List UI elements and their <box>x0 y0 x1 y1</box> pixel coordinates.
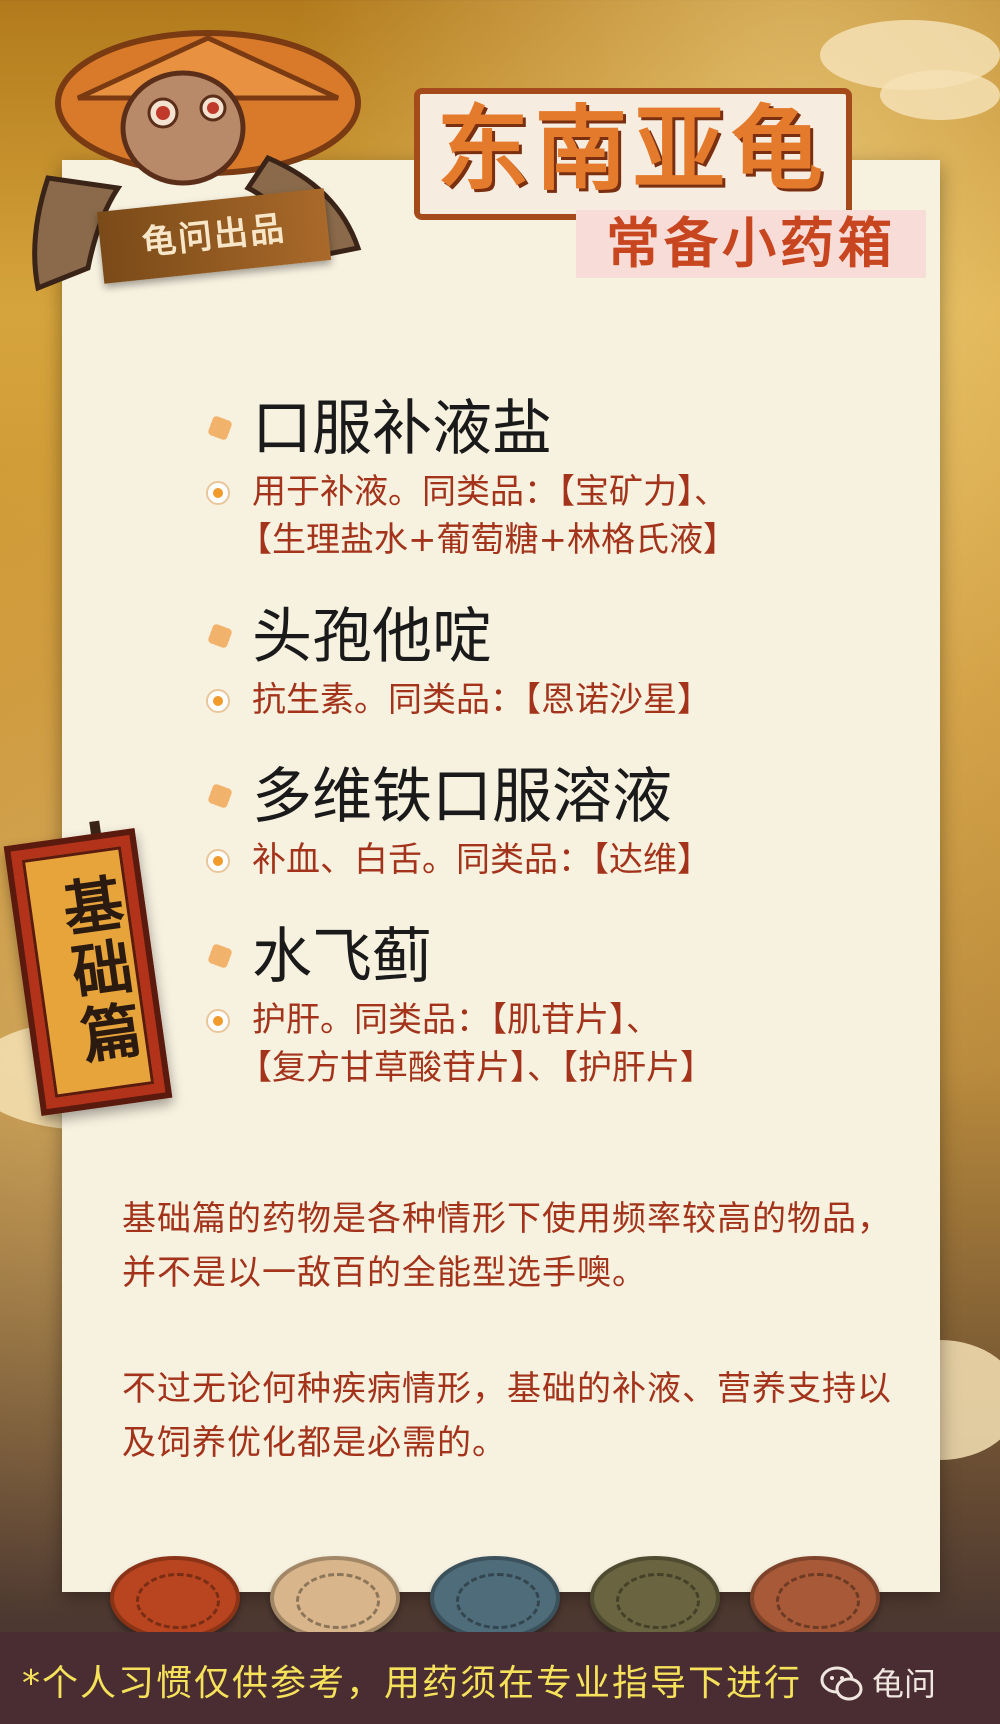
medicine-desc: 补血、白舌。同类品：【达维】 <box>252 840 711 880</box>
bullet-circle-icon <box>206 1009 230 1033</box>
bullet-circle-icon <box>206 481 230 505</box>
list-item: 头孢他啶 抗生素。同类品：【恩诺沙星】 <box>200 598 920 724</box>
page-title: 东南亚龟 <box>414 88 852 220</box>
medicine-list: 口服补液盐 用于补液。同类品：【宝矿力】、 【生理盐水+葡萄糖+林格氏液】 头孢… <box>200 390 920 1126</box>
list-item: 口服补液盐 用于补液。同类品：【宝矿力】、 【生理盐水+葡萄糖+林格氏液】 <box>200 390 920 564</box>
footer-brand: 龟问 <box>872 1665 937 1703</box>
page-subtitle: 常备小药箱 <box>576 210 926 278</box>
turtle-illustration <box>32 30 362 292</box>
medicine-name: 口服补液盐 <box>252 394 552 464</box>
bullet-diamond-icon <box>207 623 233 649</box>
cloud-decoration-top-right-2 <box>880 70 1000 120</box>
medicine-desc: 抗生素。同类品：【恩诺沙星】 <box>252 680 711 720</box>
turtle-shell-icon <box>750 1556 880 1640</box>
wechat-icon <box>820 1666 863 1701</box>
medicine-desc-cont: 【复方甘草酸苷片】、【护肝片】 <box>238 1048 714 1088</box>
paragraph-basics: 基础篇的药物是各种情形下使用频率较高的物品，并不是以一敌百的全能型选手噢。 <box>122 1199 892 1293</box>
bullet-diamond-icon <box>207 943 233 969</box>
turtle-shell-icon <box>430 1556 560 1640</box>
paper-card <box>62 160 940 1592</box>
medicine-desc-cont: 【生理盐水+葡萄糖+林格氏液】 <box>238 520 737 560</box>
turtle-shell-icon <box>590 1556 720 1640</box>
bullet-diamond-icon <box>207 415 233 441</box>
footer-disclaimer: *个人习惯仅供参考，用药须在专业指导下进行 <box>22 1663 803 1704</box>
medicine-name: 水飞蓟 <box>252 922 432 992</box>
medicine-desc: 用于补液。同类品：【宝矿力】、 <box>252 472 728 512</box>
bullet-diamond-icon <box>207 783 233 809</box>
paragraph-support: 不过无论何种疾病情形，基础的补液、营养支持以及饲养优化都是必需的。 <box>122 1369 892 1463</box>
medicine-name: 头孢他啶 <box>252 602 492 672</box>
turtle-shell-row <box>110 1548 890 1646</box>
bullet-circle-icon <box>206 849 230 873</box>
turtle-shell-icon <box>110 1556 240 1640</box>
medicine-name: 多维铁口服溶液 <box>252 762 672 832</box>
turtle-shell-icon <box>270 1556 400 1640</box>
side-banner-label: 基础篇 <box>21 846 155 1098</box>
medicine-desc: 护肝。同类品：【肌苷片】、 <box>252 1000 660 1040</box>
list-item: 多维铁口服溶液 补血、白舌。同类品：【达维】 <box>200 758 920 884</box>
bullet-circle-icon <box>206 689 230 713</box>
list-item: 水飞蓟 护肝。同类品：【肌苷片】、 【复方甘草酸苷片】、【护肝片】 <box>200 918 920 1092</box>
